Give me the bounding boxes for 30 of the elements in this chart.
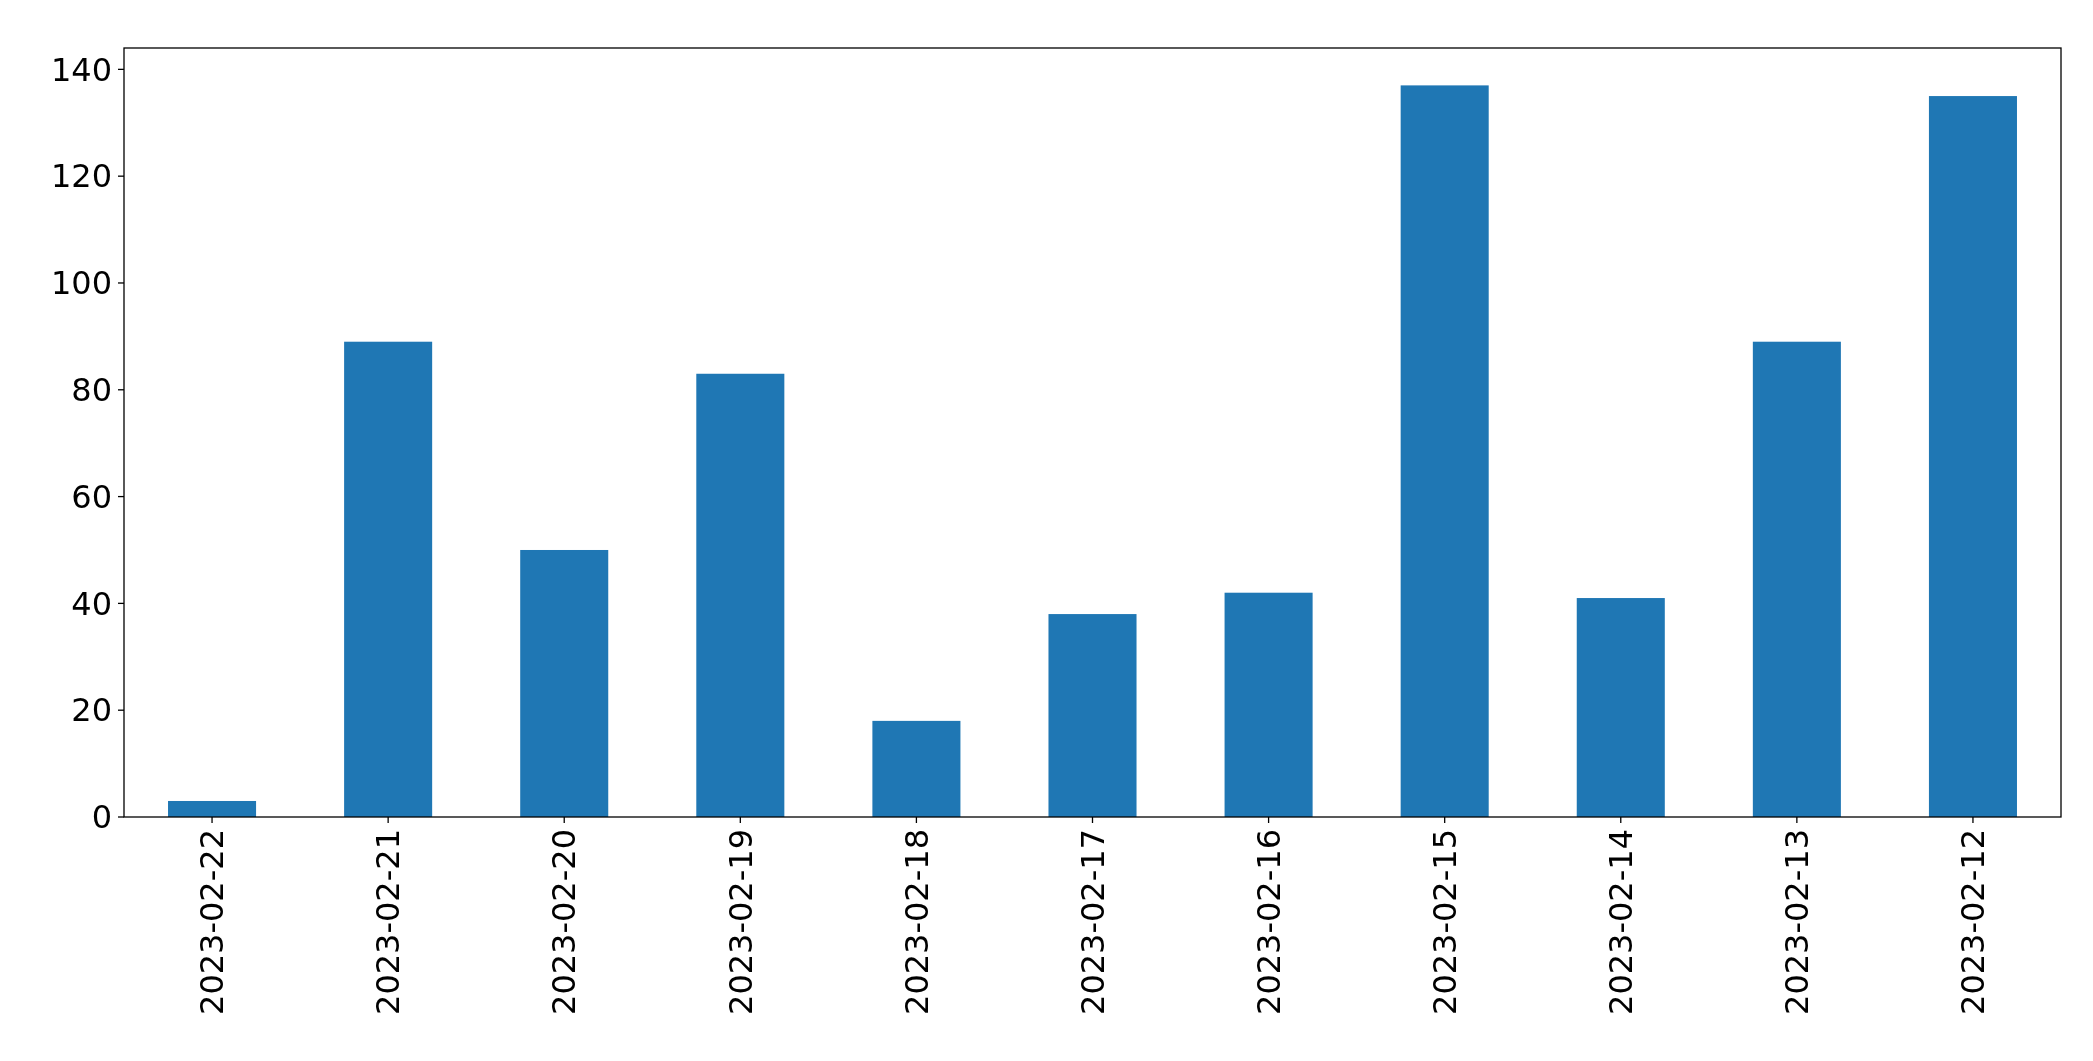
y-tick-label: 20 (71, 691, 112, 730)
x-tick-label: 2023-02-17 (1073, 829, 1112, 1015)
x-tick-label: 2023-02-15 (1425, 829, 1464, 1015)
y-tick-label: 100 (50, 264, 112, 303)
y-tick-label: 40 (71, 584, 112, 623)
x-tick-label: 2023-02-22 (193, 829, 232, 1015)
bar (520, 549, 609, 817)
bar (1928, 96, 2017, 817)
y-tick-label: 140 (50, 50, 112, 89)
bar (1224, 592, 1313, 817)
x-tick-label: 2023-02-13 (1778, 829, 1817, 1015)
bar (1048, 614, 1137, 817)
x-tick-label: 2023-02-12 (1954, 829, 1993, 1015)
x-tick-label: 2023-02-18 (897, 829, 936, 1015)
y-tick-label: 80 (71, 370, 112, 409)
x-tick-label: 2023-02-19 (721, 829, 760, 1015)
bar (344, 341, 433, 817)
bar (696, 373, 785, 817)
x-tick-label: 2023-02-16 (1249, 829, 1288, 1015)
y-tick-label: 60 (71, 477, 112, 516)
x-tick-label: 2023-02-21 (369, 829, 408, 1015)
x-tick-label: 2023-02-20 (545, 829, 584, 1015)
y-tick-label: 0 (91, 798, 112, 837)
bar (872, 720, 961, 817)
bar (168, 800, 257, 817)
bar (1576, 598, 1665, 817)
bar (1752, 341, 1841, 817)
y-tick-label: 120 (50, 157, 112, 196)
bar (1400, 85, 1489, 817)
x-tick-label: 2023-02-14 (1601, 829, 1640, 1015)
